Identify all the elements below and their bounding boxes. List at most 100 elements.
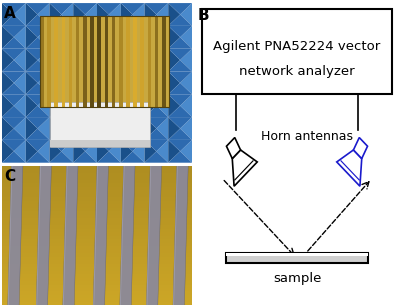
- Polygon shape: [97, 49, 109, 72]
- Bar: [2, 218, 192, 222]
- Polygon shape: [38, 117, 50, 140]
- Polygon shape: [168, 83, 192, 94]
- Polygon shape: [2, 14, 26, 26]
- Bar: [2, 222, 192, 225]
- Bar: [202, 9, 392, 94]
- Polygon shape: [168, 129, 192, 140]
- Polygon shape: [180, 49, 192, 72]
- Polygon shape: [2, 129, 26, 140]
- Polygon shape: [38, 3, 50, 26]
- Text: Horn antennas: Horn antennas: [261, 130, 353, 143]
- Polygon shape: [8, 166, 23, 305]
- Polygon shape: [26, 26, 38, 49]
- Polygon shape: [73, 83, 97, 94]
- Polygon shape: [14, 140, 26, 163]
- Polygon shape: [121, 26, 133, 49]
- Bar: [2, 225, 192, 229]
- Polygon shape: [26, 140, 38, 163]
- Bar: [2, 204, 192, 208]
- Polygon shape: [73, 94, 85, 117]
- Polygon shape: [50, 26, 61, 49]
- Polygon shape: [61, 3, 73, 26]
- Polygon shape: [2, 94, 14, 117]
- Polygon shape: [73, 117, 97, 129]
- Polygon shape: [168, 151, 192, 163]
- Polygon shape: [121, 3, 133, 26]
- Polygon shape: [50, 49, 61, 72]
- Polygon shape: [97, 72, 109, 94]
- Bar: [2, 166, 192, 169]
- Polygon shape: [133, 140, 144, 163]
- Polygon shape: [97, 83, 121, 94]
- Bar: [2, 288, 192, 292]
- Bar: [2, 257, 192, 260]
- Polygon shape: [61, 140, 73, 163]
- Polygon shape: [121, 94, 144, 106]
- Polygon shape: [2, 106, 26, 117]
- Polygon shape: [168, 72, 180, 94]
- Polygon shape: [168, 94, 180, 117]
- Polygon shape: [38, 140, 50, 163]
- Text: C: C: [4, 169, 15, 184]
- Polygon shape: [97, 3, 109, 26]
- Polygon shape: [156, 117, 168, 140]
- Polygon shape: [168, 26, 192, 37]
- Bar: [105, 16, 108, 107]
- Polygon shape: [26, 151, 50, 163]
- Bar: [2, 274, 192, 278]
- Polygon shape: [168, 72, 192, 83]
- Polygon shape: [144, 72, 168, 83]
- Bar: [140, 16, 144, 107]
- Polygon shape: [50, 72, 61, 94]
- Polygon shape: [168, 106, 192, 117]
- Bar: [83, 16, 87, 107]
- Polygon shape: [38, 49, 50, 72]
- Polygon shape: [180, 94, 192, 117]
- Text: Agilent PNA52224 vector: Agilent PNA52224 vector: [213, 41, 381, 53]
- Polygon shape: [61, 26, 73, 49]
- Polygon shape: [180, 26, 192, 49]
- Polygon shape: [180, 117, 192, 140]
- Polygon shape: [85, 3, 97, 26]
- Polygon shape: [26, 72, 50, 83]
- Polygon shape: [97, 117, 121, 129]
- Bar: [2, 281, 192, 285]
- Polygon shape: [144, 14, 168, 26]
- Polygon shape: [26, 117, 50, 129]
- Polygon shape: [97, 106, 121, 117]
- Polygon shape: [232, 150, 257, 186]
- Polygon shape: [144, 49, 156, 72]
- Bar: [2, 229, 192, 232]
- Polygon shape: [168, 37, 192, 49]
- Polygon shape: [73, 3, 85, 26]
- Polygon shape: [121, 117, 144, 129]
- Polygon shape: [2, 3, 26, 14]
- Polygon shape: [97, 60, 121, 72]
- Polygon shape: [85, 117, 97, 140]
- Polygon shape: [168, 14, 192, 26]
- Polygon shape: [144, 117, 168, 129]
- Polygon shape: [144, 94, 156, 117]
- Bar: [2, 285, 192, 288]
- Polygon shape: [50, 117, 61, 140]
- Polygon shape: [109, 26, 121, 49]
- Polygon shape: [144, 106, 168, 117]
- Polygon shape: [337, 150, 362, 186]
- Bar: [2, 239, 192, 243]
- Bar: [2, 232, 192, 236]
- Bar: [62, 16, 65, 107]
- Polygon shape: [50, 83, 73, 94]
- Bar: [40, 16, 169, 107]
- Polygon shape: [168, 3, 192, 14]
- Polygon shape: [144, 3, 156, 26]
- Polygon shape: [144, 37, 168, 49]
- Polygon shape: [121, 37, 144, 49]
- Bar: [2, 302, 192, 305]
- Polygon shape: [97, 14, 121, 26]
- Polygon shape: [93, 166, 98, 305]
- Polygon shape: [2, 72, 14, 94]
- Polygon shape: [8, 166, 12, 305]
- Polygon shape: [2, 140, 26, 151]
- Polygon shape: [73, 117, 85, 140]
- Polygon shape: [121, 26, 144, 37]
